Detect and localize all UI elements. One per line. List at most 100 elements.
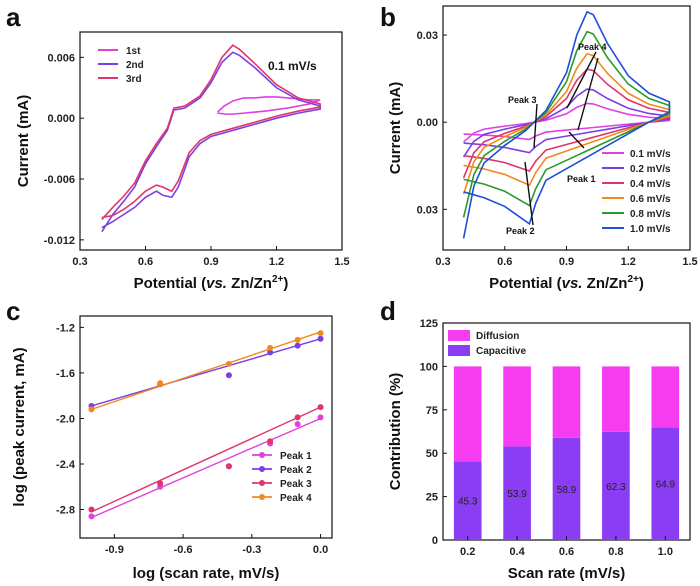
a-y-tick-label: 0.006 xyxy=(47,52,75,64)
b-y-tick-label: 0.00 xyxy=(417,117,438,129)
c-fit-line-2 xyxy=(91,406,321,513)
c-legend-marker xyxy=(259,494,265,500)
d-bar-value-label: 53.9 xyxy=(507,489,527,500)
c-y-tick-label: -2.8 xyxy=(56,505,75,517)
d-bar-diffusion xyxy=(602,366,630,432)
d-bar-capacitive xyxy=(453,461,482,540)
b-x-tick-label: 0.9 xyxy=(559,256,574,268)
c-data-point xyxy=(294,336,301,343)
b-legend-label: 0.6 mV/s xyxy=(630,194,671,205)
d-x-tick-label: 0.6 xyxy=(559,546,574,558)
c-legend-label: Peak 3 xyxy=(280,479,312,490)
panel-a-cv-plot: 0.3 0.6 0.9 1.2 1.5 -0.012 -0.006 0.000 0.006 1st… xyxy=(15,31,350,292)
c-y-tick-label: -1.6 xyxy=(56,368,75,380)
d-y-tick-label: 25 xyxy=(426,492,438,504)
c-data-point xyxy=(88,506,95,513)
c-legend-marker xyxy=(259,452,265,458)
b-x-axis-label-part: Potential ( xyxy=(489,275,562,292)
c-data-point xyxy=(225,463,232,470)
b-x-tick-label: 1.5 xyxy=(682,256,697,268)
d-bar-diffusion xyxy=(503,366,531,447)
d-bar-diffusion xyxy=(453,366,482,462)
b-y-tick-label: 0.03 xyxy=(417,30,438,42)
d-x-tick-label: 0.8 xyxy=(608,546,623,558)
c-x-axis-label: log (scan rate, mV/s) xyxy=(133,565,280,582)
panel-b-cv-scanrates-plot: 0.3 0.6 0.9 1.2 1.5 0.03 0.00 0.03 Peak 4 Peak 3 P… xyxy=(387,5,698,292)
c-fit-line-0 xyxy=(91,417,321,519)
a-x-tick-label: 0.9 xyxy=(203,256,218,268)
panel-letter-d: d xyxy=(380,296,396,326)
a-x-axis-label-part: vs. xyxy=(206,275,227,292)
c-y-tick-label: -2.4 xyxy=(56,459,76,471)
c-y-tick-label: -2.0 xyxy=(56,413,75,425)
d-y-tick-label: 0 xyxy=(432,535,438,547)
a-y-tick-label: -0.012 xyxy=(44,235,75,247)
b-peak-arrow xyxy=(566,51,597,109)
a-x-axis-label-part: Zn/Zn xyxy=(227,275,272,292)
panel-letter-b: b xyxy=(380,2,396,32)
c-x-tick-label: -0.6 xyxy=(174,544,193,556)
d-bar-diffusion xyxy=(552,366,581,438)
b-y-tick-label: 0.03 xyxy=(417,204,438,216)
c-data-point xyxy=(267,344,274,351)
c-data-point xyxy=(88,513,95,520)
a-scan-rate-annotation: 0.1 mV/s xyxy=(268,59,317,73)
d-legend-swatch xyxy=(448,345,470,356)
b-peak-2-label: Peak 2 xyxy=(506,226,535,236)
d-y-tick-label: 50 xyxy=(426,448,438,460)
d-bar-diffusion xyxy=(651,366,680,428)
a-series-line-3rd xyxy=(101,44,321,221)
c-fit-line-3 xyxy=(91,331,321,411)
c-legend-label: Peak 1 xyxy=(280,451,312,462)
d-y-axis-label: Contribution (%) xyxy=(387,373,404,490)
c-fit-line-1 xyxy=(91,338,321,407)
b-legend-label: 0.1 mV/s xyxy=(630,149,671,160)
panel-d-contribution-bars: 0 25 50 75 100 125 0.2 45.3 0.4 53.9 0.6 58.9 0.8 62.… xyxy=(387,318,691,582)
b-peak-arrow xyxy=(568,131,585,149)
d-bar-capacitive xyxy=(552,437,581,540)
b-peak-4-label: Peak 4 xyxy=(578,42,607,52)
c-y-tick-label: -1.2 xyxy=(56,322,75,334)
a-y-axis-label: Current (mA) xyxy=(15,95,32,188)
c-data-point xyxy=(267,349,274,356)
c-x-tick-label: -0.3 xyxy=(242,544,261,556)
d-x-axis-label: Scan rate (mV/s) xyxy=(508,565,626,582)
a-legend-label: 3rd xyxy=(126,74,142,85)
b-x-tick-label: 1.2 xyxy=(621,256,636,268)
a-x-tick-label: 0.3 xyxy=(72,256,87,268)
b-x-axis-label-part: Zn/Zn xyxy=(582,275,627,292)
c-data-point xyxy=(317,330,324,337)
c-x-tick-label: 0.0 xyxy=(313,544,328,556)
b-peak-3-label: Peak 3 xyxy=(508,95,537,105)
b-legend-label: 0.8 mV/s xyxy=(630,209,671,220)
b-peak-arrow xyxy=(524,161,534,226)
d-bar-value-label: 62.3 xyxy=(606,482,626,493)
d-x-tick-label: 0.2 xyxy=(460,546,475,558)
c-data-point xyxy=(157,480,164,487)
b-x-axis-label-part: 2+ xyxy=(627,274,639,285)
c-data-point xyxy=(225,372,232,379)
b-y-axis-label: Current (mA) xyxy=(387,82,404,175)
d-y-tick-label: 75 xyxy=(426,405,438,417)
c-data-point xyxy=(157,380,164,387)
b-legend-label: 0.4 mV/s xyxy=(630,179,671,190)
d-bar-value-label: 58.9 xyxy=(557,485,577,496)
c-data-point xyxy=(88,406,95,413)
b-peak-arrow xyxy=(533,103,538,149)
a-x-axis-label-part: Potential ( xyxy=(134,275,207,292)
d-legend-label: Diffusion xyxy=(476,331,519,342)
a-x-tick-label: 1.2 xyxy=(269,256,284,268)
c-plot-frame xyxy=(79,315,333,539)
d-y-tick-label: 100 xyxy=(420,361,438,373)
b-x-axis-label: Potential (vs. Zn/Zn2+) xyxy=(489,274,644,292)
c-x-tick-label: -0.9 xyxy=(105,544,124,556)
b-legend-label: 0.2 mV/s xyxy=(630,164,671,175)
c-legend-marker xyxy=(259,480,265,486)
a-x-axis-label: Potential (vs. Zn/Zn2+) xyxy=(134,274,289,292)
d-x-tick-label: 0.4 xyxy=(509,546,525,558)
d-legend-label: Capacitive xyxy=(476,346,526,357)
d-y-tick-label: 125 xyxy=(420,318,438,330)
d-bar-capacitive xyxy=(503,446,531,540)
d-legend-swatch xyxy=(448,330,470,341)
